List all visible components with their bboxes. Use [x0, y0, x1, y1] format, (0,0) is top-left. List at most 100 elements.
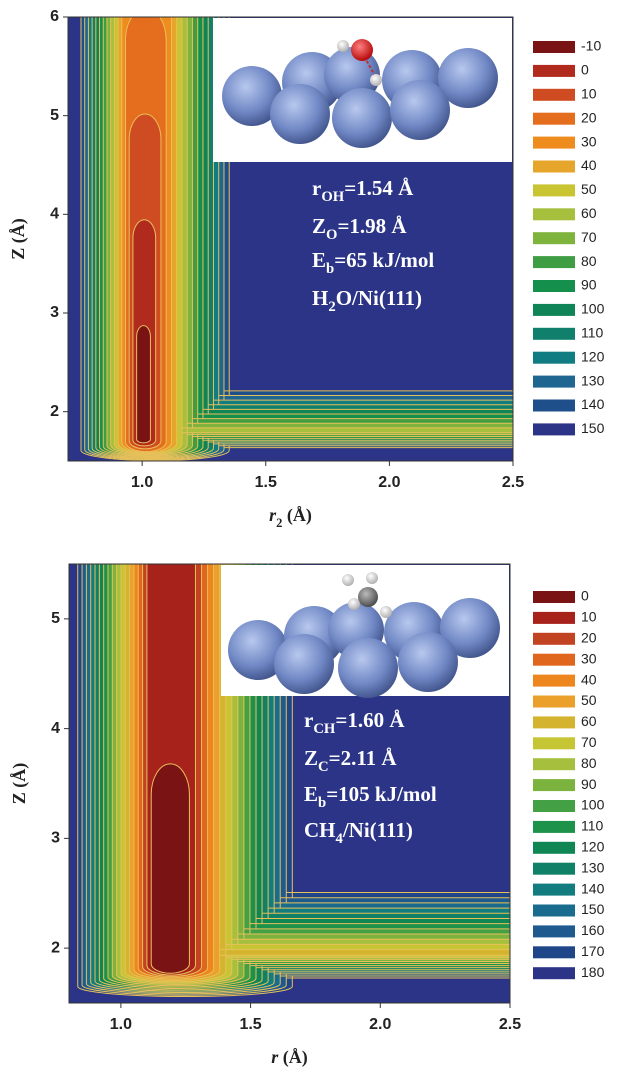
legend-swatch: [533, 758, 575, 771]
text-part: r: [304, 708, 313, 732]
annotation: Eb=65 kJ/mol: [312, 248, 434, 278]
annotation: ZO=1.98 Å: [312, 214, 407, 244]
legend-label: 50: [581, 692, 597, 708]
subscript: C: [318, 759, 329, 775]
text-part: Z (Å): [9, 763, 30, 805]
legend-label: 60: [581, 713, 597, 729]
legend-label: 110: [581, 818, 604, 834]
legend-swatch: [533, 375, 575, 388]
legend-swatch: [533, 423, 575, 436]
x-tick-label: 1.5: [255, 474, 277, 491]
legend-swatch: [533, 232, 575, 245]
annotation: Eb=105 kJ/mol: [304, 782, 437, 812]
legend-label: 120: [581, 348, 605, 364]
text-part: =105 kJ/mol: [326, 782, 437, 806]
y-tick-label: 5: [50, 107, 59, 124]
legend-label: 170: [581, 943, 605, 959]
x-axis-label: r2 (Å): [269, 505, 312, 530]
annotation: CH4/Ni(111): [304, 818, 413, 848]
annotation: rCH=1.60 Å: [304, 708, 405, 738]
y-axis-label: Z (Å): [8, 218, 29, 260]
legend-swatch: [533, 611, 575, 624]
legend-label: 130: [581, 372, 605, 388]
legend-swatch: [533, 716, 575, 729]
legend-swatch: [533, 160, 575, 173]
x-tick-label: 1.5: [239, 1016, 261, 1033]
y-tick-label: 2: [51, 939, 60, 956]
legend-swatch: [533, 184, 575, 197]
legend-label: 40: [581, 671, 597, 687]
subscript: b: [318, 795, 326, 811]
legend-swatch: [533, 632, 575, 645]
legend-swatch: [533, 303, 575, 316]
italic-part: r: [269, 505, 277, 525]
legend-label: 90: [581, 776, 597, 792]
legend-label: 0: [581, 62, 589, 78]
contour-field: [69, 564, 510, 1003]
italic-part: r: [271, 1047, 279, 1067]
legend-swatch: [533, 88, 575, 101]
contour-band: [136, 325, 151, 444]
text-part: (Å): [282, 505, 312, 526]
annotation: rOH=1.54 Å: [312, 176, 414, 206]
text-part: =2.11 Å: [329, 746, 398, 770]
legend-swatch: [533, 41, 575, 53]
text-part: =65 kJ/mol: [334, 248, 434, 272]
legend-label: 150: [581, 420, 605, 436]
legend-swatch: [533, 695, 575, 708]
legend-swatch: [533, 779, 575, 792]
y-tick-label: 3: [51, 830, 60, 847]
text-part: CH: [304, 818, 336, 842]
text-part: O/Ni(111): [336, 286, 422, 310]
text-part: Z: [312, 214, 326, 238]
legend-swatch: [533, 883, 575, 896]
legend-label: 140: [581, 880, 605, 896]
legend-swatch: [533, 737, 575, 750]
text-part: =1.54 Å: [344, 176, 414, 200]
legend-swatch: [533, 256, 575, 269]
legend-label: 50: [581, 181, 597, 197]
annotation: ZC=2.11 Å: [304, 746, 397, 776]
legend-swatch: [533, 591, 575, 603]
legend-swatch: [533, 841, 575, 854]
plot-frame: [67, 16, 514, 462]
subscript: 2: [276, 516, 282, 530]
legend-label: 30: [581, 650, 597, 666]
x-axis-label: r (Å): [271, 1047, 308, 1068]
legend-label: 80: [581, 253, 597, 269]
legend-label: 20: [581, 630, 597, 646]
y-tick-label: 5: [51, 610, 60, 627]
legend-label: 110: [581, 325, 604, 341]
legend-label: 120: [581, 839, 605, 855]
legend-swatch: [533, 280, 575, 292]
legend-swatch: [533, 136, 575, 149]
legend-swatch: [533, 946, 575, 959]
inset-ch4: [221, 565, 509, 698]
plot-frame: [68, 563, 511, 1004]
legend-swatch: [533, 904, 575, 917]
legend-label: 80: [581, 755, 597, 771]
text-part: =1.98 Å: [337, 214, 407, 238]
legend-label: 60: [581, 205, 597, 221]
contour-band: [150, 763, 190, 974]
text-part: Z: [304, 746, 318, 770]
legend-label: 20: [581, 109, 597, 125]
text-part: =1.60 Å: [335, 708, 405, 732]
legend-label: 100: [581, 797, 605, 813]
text-part: H: [312, 286, 328, 310]
legend-label: -10: [581, 38, 601, 54]
y-axis-label: Z (Å): [9, 763, 30, 805]
legend-label: 40: [581, 157, 597, 173]
text-part: /Ni(111): [342, 818, 413, 842]
y-tick-label: 4: [51, 720, 60, 737]
annotation: H2O/Ni(111): [312, 286, 422, 316]
subscript: CH: [313, 721, 336, 737]
subscript: 2: [328, 299, 335, 315]
x-tick-label: 2.0: [378, 474, 400, 491]
y-tick-label: 2: [50, 403, 59, 420]
text-part: (Å): [278, 1047, 308, 1068]
legend-swatch: [533, 925, 575, 938]
legend-swatch: [533, 208, 575, 221]
